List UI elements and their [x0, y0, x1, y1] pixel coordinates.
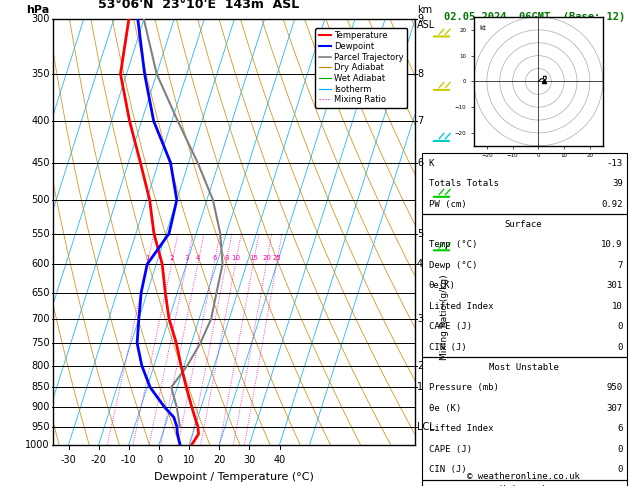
Text: 10: 10 — [183, 455, 195, 465]
Text: 30: 30 — [243, 455, 255, 465]
Text: 0: 0 — [617, 343, 623, 351]
Text: Surface: Surface — [505, 220, 542, 229]
Text: 0: 0 — [617, 322, 623, 331]
Text: Temp (°C): Temp (°C) — [429, 241, 477, 249]
Text: Mixing Ratio (g/kg): Mixing Ratio (g/kg) — [440, 274, 448, 360]
Text: 500: 500 — [31, 195, 50, 205]
Text: 1: 1 — [145, 255, 150, 261]
Text: 8: 8 — [417, 69, 423, 79]
Text: Totals Totals: Totals Totals — [429, 179, 499, 188]
Text: 3: 3 — [185, 255, 189, 261]
Text: Dewp (°C): Dewp (°C) — [429, 261, 477, 270]
Text: 1: 1 — [417, 382, 423, 392]
Text: 8: 8 — [224, 255, 228, 261]
Text: Pressure (mb): Pressure (mb) — [429, 383, 499, 392]
Text: θe(K): θe(K) — [429, 281, 455, 290]
Text: 5: 5 — [417, 228, 423, 239]
Text: 0: 0 — [617, 465, 623, 474]
Text: 10.9: 10.9 — [601, 241, 623, 249]
Bar — [423, 357, 627, 480]
Text: CIN (J): CIN (J) — [429, 343, 467, 351]
Text: -30: -30 — [60, 455, 76, 465]
Text: K: K — [429, 159, 434, 168]
Text: LCL: LCL — [417, 421, 435, 432]
Text: 10: 10 — [612, 302, 623, 311]
Text: CIN (J): CIN (J) — [429, 465, 467, 474]
Text: 1000: 1000 — [25, 440, 50, 450]
Text: CAPE (J): CAPE (J) — [429, 445, 472, 453]
Text: 7: 7 — [417, 116, 423, 126]
Text: 6: 6 — [212, 255, 217, 261]
Text: 950: 950 — [31, 421, 50, 432]
Text: © weatheronline.co.uk: © weatheronline.co.uk — [467, 472, 580, 481]
Text: 40: 40 — [274, 455, 286, 465]
Text: 0: 0 — [156, 455, 162, 465]
Text: 6: 6 — [617, 424, 623, 433]
Text: 25: 25 — [272, 255, 281, 261]
Text: Lifted Index: Lifted Index — [429, 424, 493, 433]
Text: 6: 6 — [417, 157, 423, 168]
Text: 900: 900 — [31, 402, 50, 413]
Text: Lifted Index: Lifted Index — [429, 302, 493, 311]
Bar — [423, 480, 627, 486]
Text: Most Unstable: Most Unstable — [489, 363, 559, 372]
Text: 301: 301 — [606, 281, 623, 290]
Text: 0.92: 0.92 — [601, 200, 623, 208]
Text: 700: 700 — [31, 313, 50, 324]
Text: 39: 39 — [612, 179, 623, 188]
Text: ASL: ASL — [417, 20, 435, 30]
Text: θe (K): θe (K) — [429, 404, 461, 413]
Text: 2: 2 — [417, 361, 423, 371]
Text: 300: 300 — [31, 15, 50, 24]
Text: 950: 950 — [606, 383, 623, 392]
Text: -10: -10 — [121, 455, 136, 465]
Text: 20: 20 — [262, 255, 271, 261]
Text: 9: 9 — [417, 15, 423, 24]
Text: 53°06'N  23°10'E  143m  ASL: 53°06'N 23°10'E 143m ASL — [97, 0, 299, 11]
Text: 20: 20 — [213, 455, 225, 465]
Text: 7: 7 — [617, 261, 623, 270]
Text: 650: 650 — [31, 288, 50, 297]
Text: 450: 450 — [31, 157, 50, 168]
Text: PW (cm): PW (cm) — [429, 200, 467, 208]
Text: -20: -20 — [91, 455, 106, 465]
Text: 2: 2 — [170, 255, 174, 261]
Text: km: km — [417, 5, 432, 15]
Text: 4: 4 — [417, 259, 423, 269]
Text: 550: 550 — [31, 228, 50, 239]
Text: 600: 600 — [31, 259, 50, 269]
Text: 307: 307 — [606, 404, 623, 413]
Text: 02.05.2024  06GMT  (Base: 12): 02.05.2024 06GMT (Base: 12) — [443, 12, 625, 22]
Text: 4: 4 — [196, 255, 201, 261]
Text: -13: -13 — [606, 159, 623, 168]
Bar — [423, 153, 627, 214]
Text: CAPE (J): CAPE (J) — [429, 322, 472, 331]
Legend: Temperature, Dewpoint, Parcel Trajectory, Dry Adiabat, Wet Adiabat, Isotherm, Mi: Temperature, Dewpoint, Parcel Trajectory… — [315, 28, 408, 107]
Text: 350: 350 — [31, 69, 50, 79]
Text: 0: 0 — [617, 445, 623, 453]
Text: 3: 3 — [417, 313, 423, 324]
Text: 400: 400 — [31, 116, 50, 126]
Text: 800: 800 — [31, 361, 50, 371]
Bar — [423, 214, 627, 357]
Text: 10: 10 — [231, 255, 240, 261]
Text: 750: 750 — [31, 338, 50, 348]
Text: 15: 15 — [249, 255, 258, 261]
Text: Dewpoint / Temperature (°C): Dewpoint / Temperature (°C) — [154, 472, 314, 482]
Text: 850: 850 — [31, 382, 50, 392]
Text: hPa: hPa — [26, 5, 50, 15]
